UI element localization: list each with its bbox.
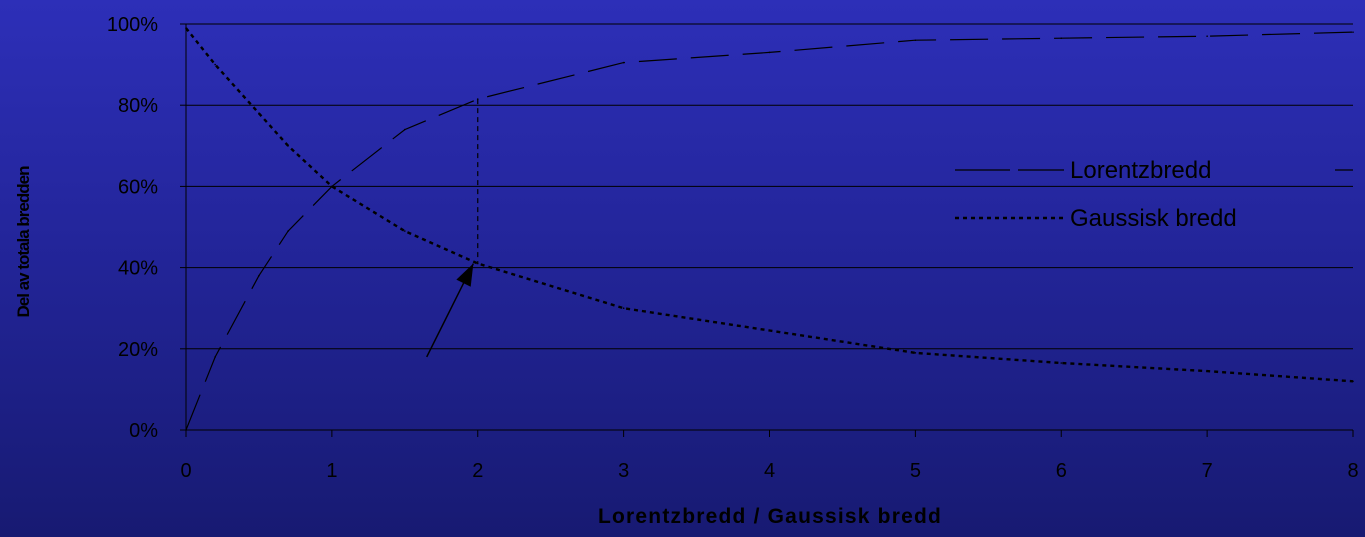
y-tick-label: 20% — [118, 339, 158, 361]
data-point — [768, 51, 771, 54]
x-tick-label: 2 — [472, 460, 483, 482]
y-tick-label: 80% — [118, 95, 158, 117]
data-point — [404, 230, 406, 232]
data-point — [258, 112, 260, 115]
data-point — [1206, 370, 1208, 372]
data-point — [214, 356, 216, 358]
series-lines — [185, 27, 1354, 431]
y-tick-label: 60% — [118, 176, 158, 198]
data-point — [1206, 35, 1208, 37]
data-point — [1060, 362, 1063, 364]
y-tick-label: 100% — [107, 14, 158, 36]
data-point — [185, 429, 187, 431]
annotations — [426, 99, 479, 358]
data-point — [287, 145, 289, 147]
y-tick-label: 40% — [118, 258, 158, 280]
x-tick-label: 4 — [764, 460, 775, 482]
data-point — [258, 274, 260, 277]
x-tick-label: 3 — [618, 460, 629, 482]
y-axis-title: Del av totala bredden — [14, 166, 33, 318]
data-point — [1352, 31, 1354, 33]
data-point — [622, 61, 625, 64]
data-point — [622, 307, 625, 310]
gridlines — [186, 23, 1353, 350]
data-point — [914, 39, 917, 42]
x-tick-label: 0 — [180, 460, 191, 482]
legend-label: Lorentzbredd — [1070, 157, 1211, 184]
data-point — [768, 329, 771, 332]
x-axis-title: Lorentzbredd / Gaussisk bredd — [598, 505, 942, 528]
data-point — [185, 27, 187, 29]
y-tick-label: 0% — [129, 420, 158, 442]
x-tick-label: 1 — [326, 460, 337, 482]
x-tick-label: 8 — [1347, 460, 1358, 482]
data-point — [1352, 380, 1354, 383]
legend-label: Gaussisk bredd — [1070, 205, 1237, 232]
data-point — [404, 128, 406, 131]
data-point — [1060, 37, 1063, 40]
data-point — [331, 185, 333, 188]
x-tick-label: 5 — [910, 460, 921, 482]
data-point — [914, 352, 917, 354]
data-point — [287, 230, 289, 232]
arrow-head — [456, 263, 474, 287]
x-tick-label: 6 — [1056, 460, 1067, 482]
legend: Lorentzbredd Gaussisk bredd — [955, 157, 1353, 232]
x-tick-label: 7 — [1202, 460, 1213, 482]
axes: 0% 20% 40% 60% 80% 100% 0 1 2 3 4 5 6 7 8 — [107, 14, 1359, 482]
data-point — [214, 63, 216, 66]
